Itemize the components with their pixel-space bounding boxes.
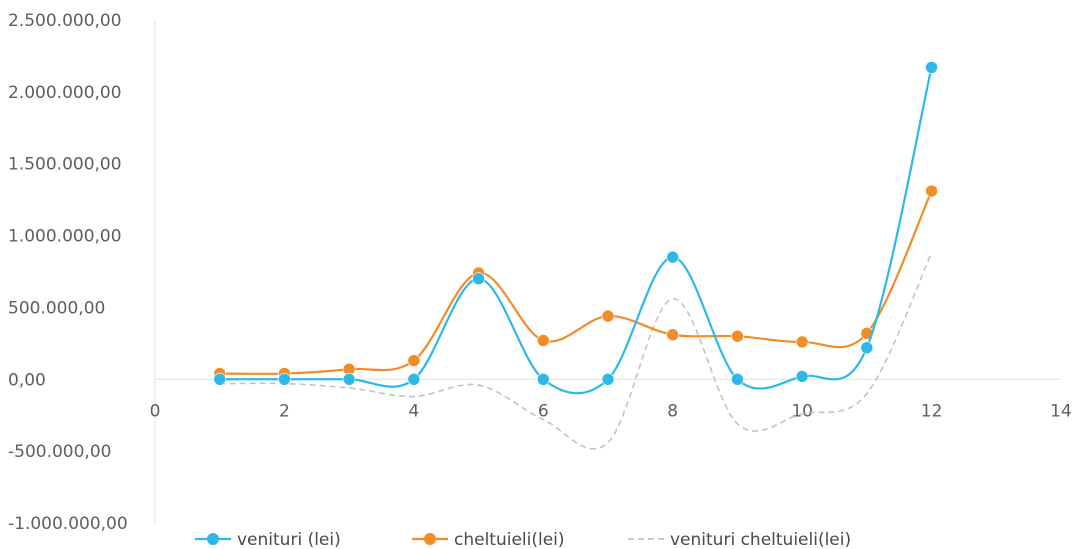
x-tick-label: 10 (791, 401, 813, 421)
legend: venituri (lei) cheltuieli(lei) venituri ch… (195, 530, 851, 549)
y-tick-label: 0,00 (8, 370, 46, 390)
y-tick-label: -500.000,00 (8, 442, 111, 462)
legend-swatch-marker (207, 533, 219, 545)
y-tick-label: 500.000,00 (8, 298, 105, 318)
legend-label: venituri cheltuieli(lei) (670, 530, 851, 549)
data-point-series-1 (795, 370, 809, 383)
y-tick-label: -1.000.000,00 (8, 514, 128, 534)
y-tick-label: 1.500.000,00 (8, 155, 122, 175)
data-point-series-1 (601, 372, 615, 386)
x-tick-label: 4 (408, 401, 419, 421)
y-tick-label: 2.500.000,00 (8, 11, 122, 31)
data-point-series-1 (536, 372, 550, 386)
series-line-2 (219, 190, 933, 375)
data-point-series-1 (472, 272, 485, 285)
data-point-series-2 (666, 328, 680, 342)
x-tick-label: 8 (667, 401, 678, 421)
x-tick-label: 14 (1050, 401, 1072, 421)
series-line-3 (219, 252, 933, 450)
legend-label: cheltuieli(lei) (454, 530, 565, 549)
data-point-series-2 (731, 329, 744, 343)
data-point-series-1 (278, 372, 291, 386)
data-point-series-1 (731, 372, 744, 386)
data-point-series-1 (213, 372, 227, 386)
data-point-series-1 (342, 372, 356, 386)
data-point-series-1 (860, 341, 874, 354)
x-tick-label: 12 (921, 401, 943, 421)
data-point-series-1 (407, 372, 421, 386)
x-tick-label: 2 (279, 401, 290, 421)
x-tick-label: 0 (150, 401, 161, 421)
axis-layer: 2.500.000,00 2.000.000,00 1.500.000,00 1.00… (8, 11, 1072, 534)
data-point-series-2 (925, 184, 938, 198)
data-point-series-2 (795, 335, 809, 349)
data-point-series-2 (601, 309, 615, 323)
legend-swatch-marker (424, 533, 436, 545)
data-point-series-1 (925, 61, 938, 74)
data-point-series-1 (666, 250, 680, 264)
y-tick-label: 2.000.000,00 (8, 83, 122, 103)
legend-label: venituri (lei) (237, 530, 341, 549)
y-tick-label: 1.000.000,00 (8, 227, 122, 247)
data-point-series-2 (536, 334, 550, 347)
series-layer (213, 61, 938, 450)
x-tick-label: 6 (538, 401, 549, 421)
data-point-series-2 (407, 354, 421, 367)
